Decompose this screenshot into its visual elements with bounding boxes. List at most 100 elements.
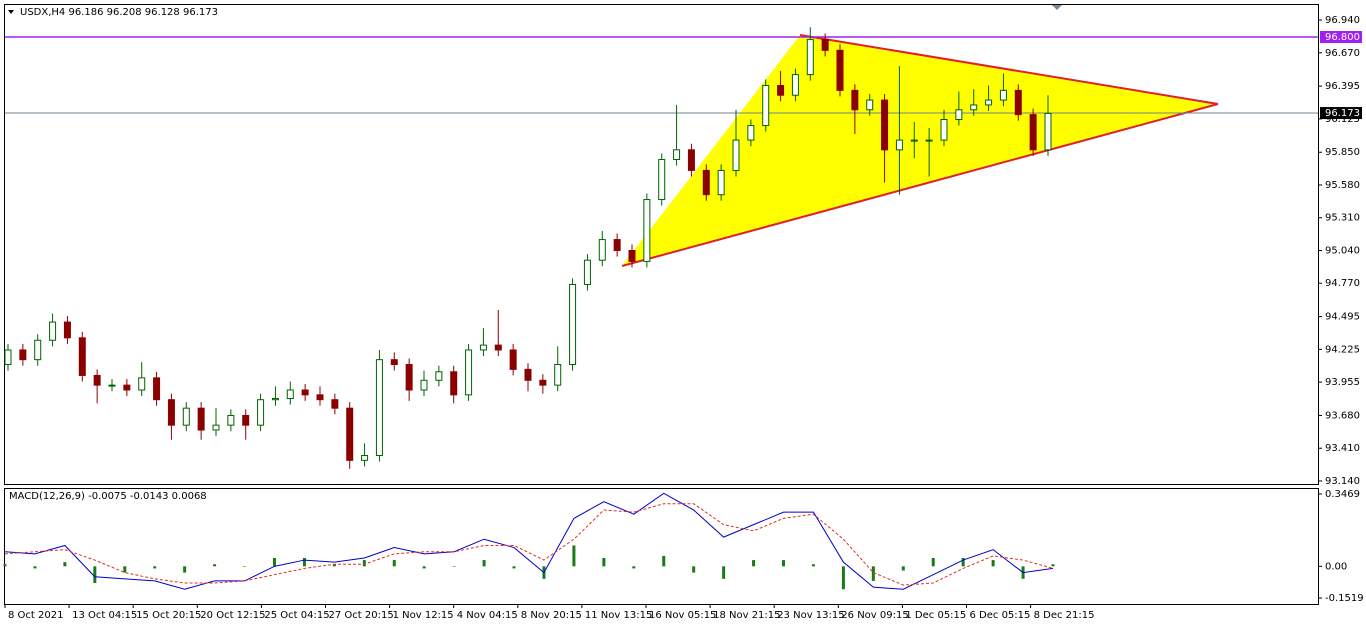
triangle-pattern: [622, 35, 1218, 266]
x-tick-label: 16 Nov 05:15: [649, 610, 716, 621]
candle-body: [78, 337, 86, 376]
candle-body: [524, 368, 532, 381]
resistance-label-box: [1320, 30, 1362, 43]
y-tick-label: -0.1519: [1325, 593, 1364, 604]
candle-body: [271, 397, 279, 401]
histogram-bar: [572, 545, 576, 567]
candle-body: [1029, 114, 1037, 151]
histogram-bar: [871, 566, 875, 581]
histogram-bar: [841, 566, 845, 590]
candle-body: [881, 99, 889, 151]
candle-body: [346, 407, 354, 461]
histogram-bar: [692, 566, 696, 573]
candle-body: [450, 371, 458, 396]
candle-body: [420, 379, 428, 391]
histogram-bar: [392, 560, 396, 567]
y-tick-label: 93.140: [1325, 476, 1360, 487]
histogram-bar: [722, 566, 726, 579]
histogram-bar: [93, 566, 97, 584]
candle-body: [732, 139, 740, 171]
histogram-bar: [961, 557, 965, 567]
candle-body: [34, 339, 42, 361]
x-tick-label: 20 Oct 12:15: [200, 610, 265, 621]
chart-title: USDX,H4 96.186 96.208 96.128 96.173: [20, 7, 218, 18]
candle-body: [93, 374, 101, 386]
candle-body: [539, 379, 547, 386]
candle-body: [762, 85, 770, 127]
histogram-bar: [991, 560, 995, 567]
y-tick-label: 95.040: [1325, 245, 1360, 256]
candle-body: [866, 99, 874, 111]
x-tick-label: 25 Oct 04:15: [264, 610, 329, 621]
candle-body: [405, 364, 413, 391]
shift-marker: [1052, 5, 1062, 10]
histogram-bar: [811, 564, 815, 567]
candle-body: [554, 364, 562, 386]
candle-body: [4, 349, 12, 366]
candle-body: [257, 399, 265, 426]
histogram-bar: [272, 557, 276, 567]
main-panel: [4, 4, 1319, 485]
candle-body: [375, 359, 383, 456]
histogram-bar: [243, 566, 247, 567]
candle-body: [49, 321, 57, 341]
macd-line: [4, 492, 1054, 590]
y-tick-label: 93.410: [1325, 443, 1360, 454]
candle-body: [598, 239, 606, 261]
candle-body: [242, 414, 250, 426]
x-tick-label: 8 Oct 2021: [8, 610, 63, 621]
histogram-bar: [183, 566, 187, 573]
candle-body: [1044, 112, 1052, 151]
candle-body: [19, 349, 27, 361]
resistance-label: 96.800: [1325, 32, 1360, 43]
histogram-bar: [3, 564, 7, 567]
macd-panel: [4, 488, 1319, 605]
candle-body: [479, 344, 487, 351]
x-tick-label: 18 Nov 21:15: [713, 610, 780, 621]
histogram-bar: [512, 566, 516, 569]
histogram-bar: [362, 560, 366, 567]
histogram-bar: [123, 566, 127, 573]
histogram-bar: [302, 557, 306, 567]
y-tick-label: 96.940: [1325, 15, 1360, 26]
y-tick-label: 96.395: [1325, 81, 1360, 92]
candle-body: [836, 49, 844, 91]
candle-body: [316, 394, 324, 401]
x-tick-label: 23 Nov 13:15: [777, 610, 844, 621]
candle-body: [925, 139, 933, 142]
trendline: [799, 34, 1219, 105]
x-tick-label: 27 Oct 20:15: [329, 610, 394, 621]
candle-body: [970, 104, 978, 111]
histogram-bar: [782, 560, 786, 567]
candle-body: [331, 399, 339, 409]
last-price-label: 96.173: [1325, 108, 1360, 119]
candle-body: [910, 139, 918, 142]
x-tick-label: 8 Nov 20:15: [521, 610, 582, 621]
candle-body: [940, 118, 948, 141]
candle-body: [167, 399, 175, 426]
candle-body: [435, 371, 443, 381]
candle-body: [999, 89, 1007, 101]
y-tick-label: 96.670: [1325, 48, 1360, 59]
candle-body: [509, 349, 517, 370]
candle-body: [806, 38, 814, 76]
macd-title: MACD(12,26,9) -0.0075 -0.0143 0.0068: [9, 491, 207, 502]
y-tick-label: 96.125: [1325, 114, 1360, 125]
x-tick-label: 4 Nov 04:15: [457, 610, 518, 621]
candle-body: [569, 283, 577, 366]
histogram-bar: [632, 566, 636, 569]
x-tick-label: 1 Nov 12:15: [393, 610, 454, 621]
macd-line: [4, 503, 1054, 586]
x-tick-label: 15 Oct 20:15: [136, 610, 201, 621]
y-tick-label: 94.770: [1325, 278, 1360, 289]
candle-body: [182, 407, 190, 426]
histogram-bar: [452, 566, 456, 567]
x-tick-label: 6 Dec 05:15: [970, 610, 1031, 621]
y-tick-label: 95.850: [1325, 147, 1360, 158]
candle-body: [777, 85, 785, 96]
y-tick-label: 0.3469: [1325, 489, 1360, 500]
y-tick-label: 93.680: [1325, 410, 1360, 421]
candle-body: [643, 199, 651, 262]
candle-body: [985, 99, 993, 106]
